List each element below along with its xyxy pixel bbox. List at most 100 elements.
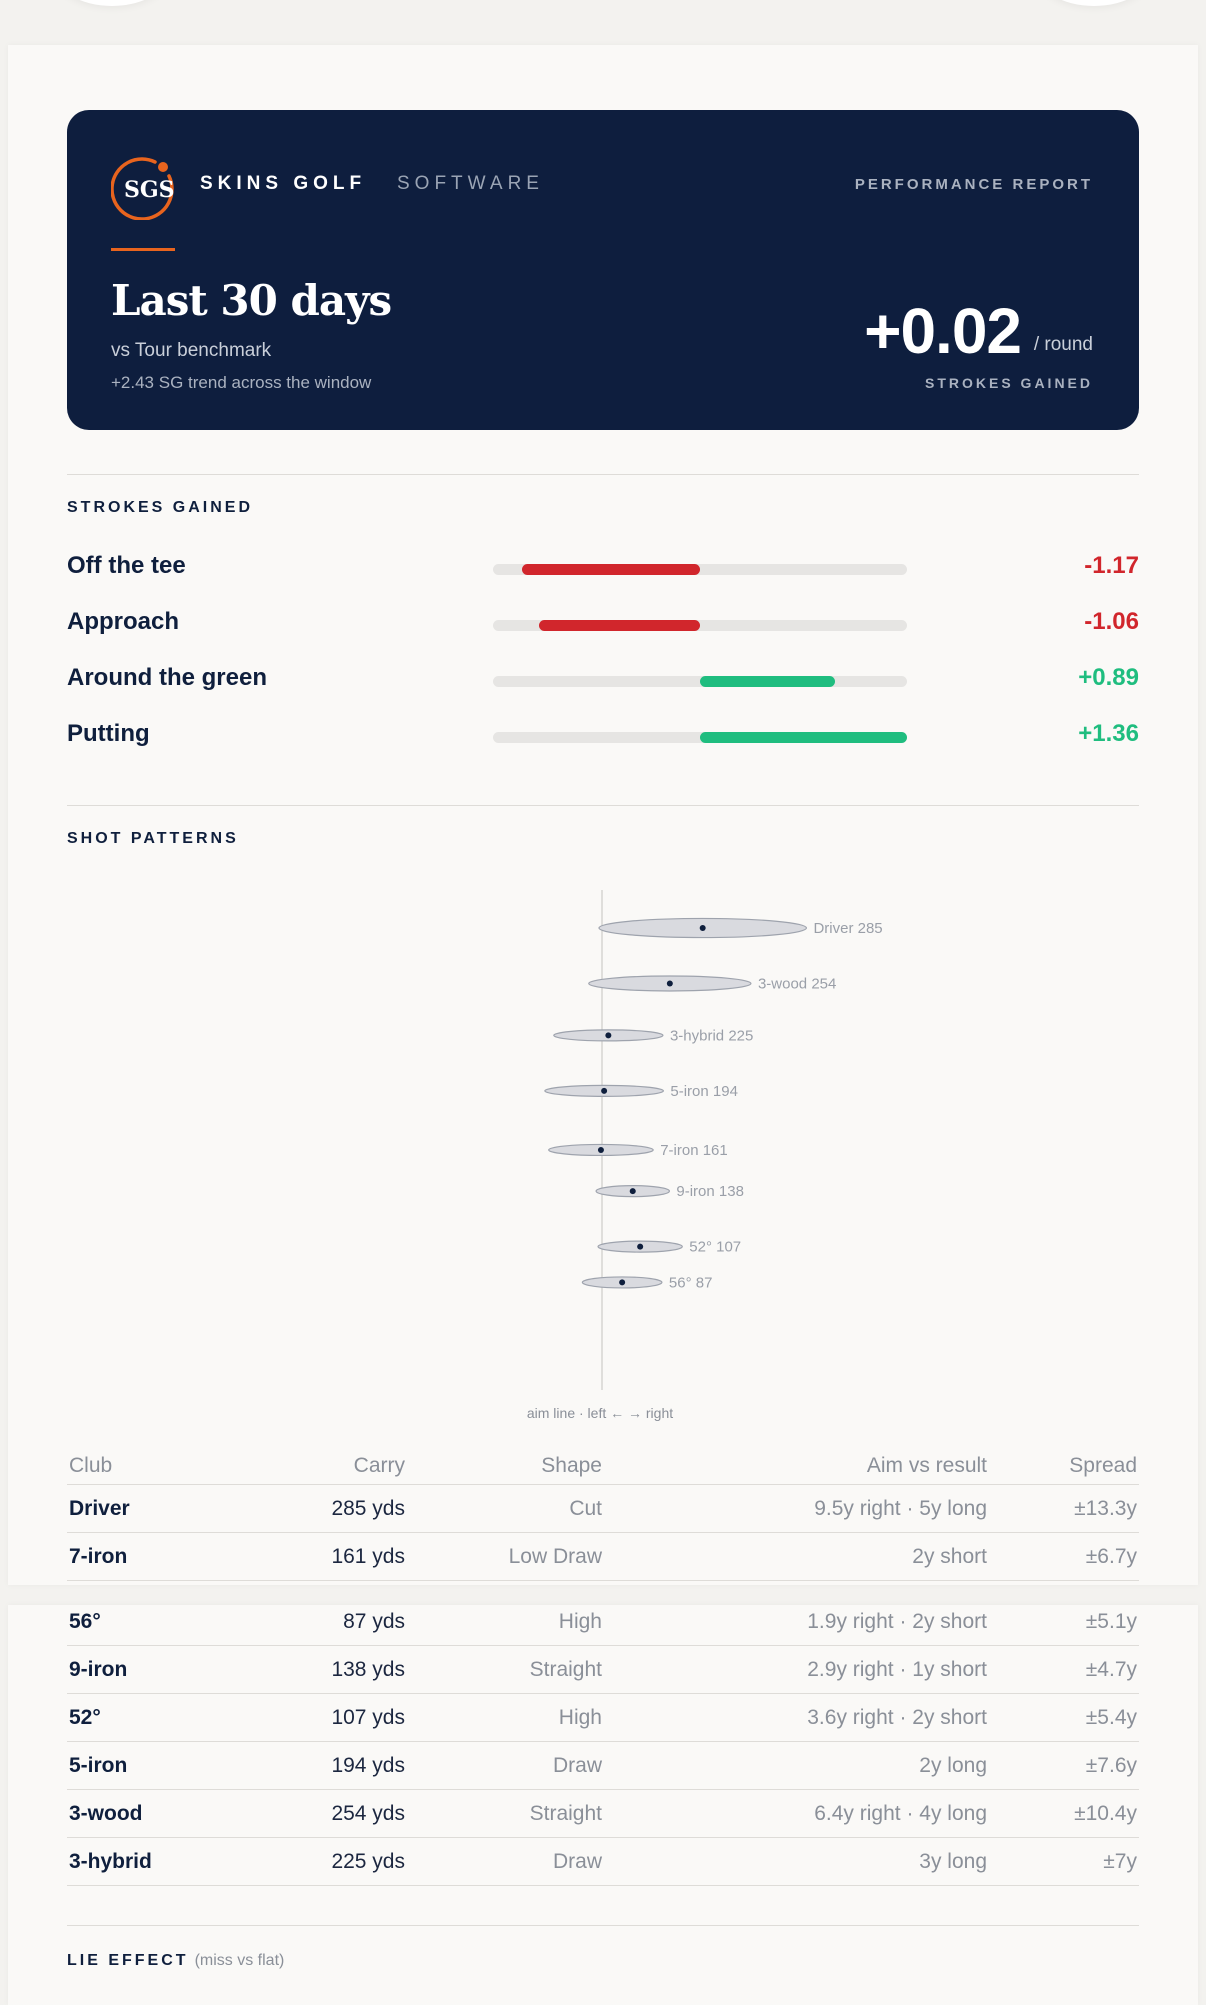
table-row: 52° 107 yds High 3.6y right · 2y short ±5.4y bbox=[67, 1693, 1139, 1742]
cell-carry: 107 yds bbox=[237, 1693, 407, 1742]
cell-club: 7-iron bbox=[67, 1532, 237, 1581]
club-pattern-label: 7-iron 161 bbox=[660, 1142, 728, 1159]
mean-shot-point bbox=[629, 1188, 636, 1195]
club-table: Club Carry Shape Aim vs result Spread Dr… bbox=[67, 1448, 1139, 1581]
cell-club: Driver bbox=[67, 1484, 237, 1533]
table-row: 7-iron 161 yds Low Draw 2y short ±6.7y bbox=[67, 1532, 1139, 1581]
sg-bar-fill bbox=[538, 620, 700, 631]
sg-value: +1.36 bbox=[1078, 720, 1139, 747]
cell-shape: Straight bbox=[407, 1789, 604, 1838]
cell-aim: 2y short bbox=[604, 1532, 989, 1581]
cell-aim: 3y long bbox=[604, 1837, 989, 1886]
logo-text: SGS bbox=[124, 177, 175, 203]
section-title-lie-effect: LIE EFFECT (miss vs flat) bbox=[67, 1952, 284, 1970]
divider bbox=[67, 1925, 1139, 1926]
strokes-gained-total: +0.02 bbox=[864, 295, 1022, 367]
cell-spread: ±5.4y bbox=[989, 1693, 1139, 1742]
cell-shape: High bbox=[407, 1598, 604, 1646]
sg-bar-track bbox=[493, 676, 907, 687]
mean-shot-point bbox=[619, 1279, 626, 1286]
divider bbox=[67, 805, 1139, 806]
brand-name-light: SOFTWARE bbox=[397, 173, 544, 194]
cell-carry: 138 yds bbox=[237, 1645, 407, 1694]
sg-value: -1.17 bbox=[1084, 552, 1139, 579]
shot-pattern-chart: Driver 285 3-wood 254 3-hybrid 225 5-iron 1… bbox=[544, 890, 883, 1390]
mean-shot-point bbox=[637, 1243, 644, 1250]
cell-spread: ±6.7y bbox=[989, 1532, 1139, 1581]
cell-aim: 3.6y right · 2y short bbox=[604, 1693, 989, 1742]
brand-name-bold: SKINS GOLF bbox=[200, 173, 367, 194]
column-header-spread: Spread bbox=[989, 1448, 1139, 1485]
column-header-aim: Aim vs result bbox=[604, 1448, 989, 1485]
club-pattern-label: 3-hybrid 225 bbox=[670, 1027, 753, 1044]
cell-shape: High bbox=[407, 1693, 604, 1742]
benchmark-subtitle: vs Tour benchmark bbox=[111, 340, 272, 361]
cell-carry: 254 yds bbox=[237, 1789, 407, 1838]
cell-spread: ±4.7y bbox=[989, 1645, 1139, 1694]
sg-category-name: Around the green bbox=[67, 664, 268, 691]
cell-carry: 87 yds bbox=[237, 1598, 407, 1646]
cell-shape: Draw bbox=[407, 1837, 604, 1886]
report-label: PERFORMANCE REPORT bbox=[854, 176, 1093, 193]
sg-row: Off the tee -1.17 bbox=[67, 552, 1139, 582]
sgs-logo-icon: SGS bbox=[111, 157, 175, 220]
club-pattern-label: 9-iron 138 bbox=[676, 1183, 744, 1200]
club-pattern-label: 52° 107 bbox=[689, 1239, 741, 1256]
cell-club: 9-iron bbox=[67, 1645, 237, 1694]
table-row: 3-wood 254 yds Straight 6.4y right · 4y lon… bbox=[67, 1789, 1139, 1838]
top-left-decoration bbox=[52, 0, 172, 6]
trend-text: +2.43 SG trend across the window bbox=[111, 373, 372, 392]
section-title-shot-patterns: SHOT PATTERNS bbox=[67, 830, 239, 847]
cell-club: 5-iron bbox=[67, 1741, 237, 1790]
cell-aim: 2y long bbox=[604, 1741, 989, 1790]
table-row: 56° 87 yds High 1.9y right · 2y short ±5.1y bbox=[67, 1598, 1139, 1646]
cell-shape: Cut bbox=[407, 1484, 604, 1533]
lie-effect-note: (miss vs flat) bbox=[194, 1952, 285, 1969]
cell-shape: Low Draw bbox=[407, 1532, 604, 1581]
hero-banner: SGS SKINS GOLF SOFTWARE PERFORMANCE REPO… bbox=[67, 110, 1139, 430]
aim-line-caption: aim line · left ← → right bbox=[526, 1405, 674, 1421]
divider bbox=[67, 474, 1139, 475]
table-row: 5-iron 194 yds Draw 2y long ±7.6y bbox=[67, 1741, 1139, 1790]
sg-row: Approach -1.06 bbox=[67, 608, 1139, 638]
cell-spread: ±5.1y bbox=[989, 1598, 1139, 1646]
cell-aim: 1.9y right · 2y short bbox=[604, 1598, 989, 1646]
cell-club: 52° bbox=[67, 1693, 237, 1742]
cell-carry: 194 yds bbox=[237, 1741, 407, 1790]
sg-category-name: Approach bbox=[67, 608, 180, 635]
table-header-row: Club Carry Shape Aim vs result Spread bbox=[67, 1448, 1139, 1485]
club-pattern-label: Driver 285 bbox=[813, 920, 882, 937]
sg-bar-fill bbox=[700, 676, 836, 687]
accent-line bbox=[111, 248, 175, 251]
table-row: Driver 285 yds Cut 9.5y right · 5y long ±13.… bbox=[67, 1484, 1139, 1533]
top-right-decoration bbox=[1034, 0, 1154, 6]
column-header-shape: Shape bbox=[407, 1448, 604, 1485]
cell-carry: 225 yds bbox=[237, 1837, 407, 1886]
sg-bar-track bbox=[493, 732, 907, 743]
sg-row: Around the green +0.89 bbox=[67, 664, 1139, 694]
cell-club: 3-hybrid bbox=[67, 1837, 237, 1886]
sg-bar-fill bbox=[700, 732, 907, 743]
cell-carry: 285 yds bbox=[237, 1484, 407, 1533]
mean-shot-point bbox=[666, 980, 673, 987]
strokes-gained-label: STROKES GAINED bbox=[924, 375, 1093, 391]
strokes-gained-unit: / round bbox=[1033, 334, 1093, 355]
club-pattern-label: 5-iron 194 bbox=[670, 1083, 738, 1100]
mean-shot-point bbox=[699, 925, 706, 931]
sg-value: -1.06 bbox=[1084, 608, 1139, 635]
page-title: Last 30 days bbox=[111, 276, 392, 325]
cell-shape: Draw bbox=[407, 1741, 604, 1790]
column-header-carry: Carry bbox=[237, 1448, 407, 1485]
club-pattern-label: 3-wood 254 bbox=[758, 975, 836, 992]
sg-category-name: Off the tee bbox=[67, 552, 186, 579]
sg-bar-track bbox=[493, 564, 907, 575]
table-row: 3-hybrid 225 yds Draw 3y long ±7y bbox=[67, 1837, 1139, 1886]
table-row: 9-iron 138 yds Straight 2.9y right · 1y sho… bbox=[67, 1645, 1139, 1694]
sg-value: +0.89 bbox=[1078, 664, 1139, 691]
cell-spread: ±13.3y bbox=[989, 1484, 1139, 1533]
sg-bar-track bbox=[493, 620, 907, 631]
mean-shot-point bbox=[597, 1146, 604, 1153]
mean-shot-point bbox=[605, 1032, 612, 1039]
sg-bar-fill bbox=[521, 564, 700, 575]
mean-shot-point bbox=[601, 1087, 608, 1094]
